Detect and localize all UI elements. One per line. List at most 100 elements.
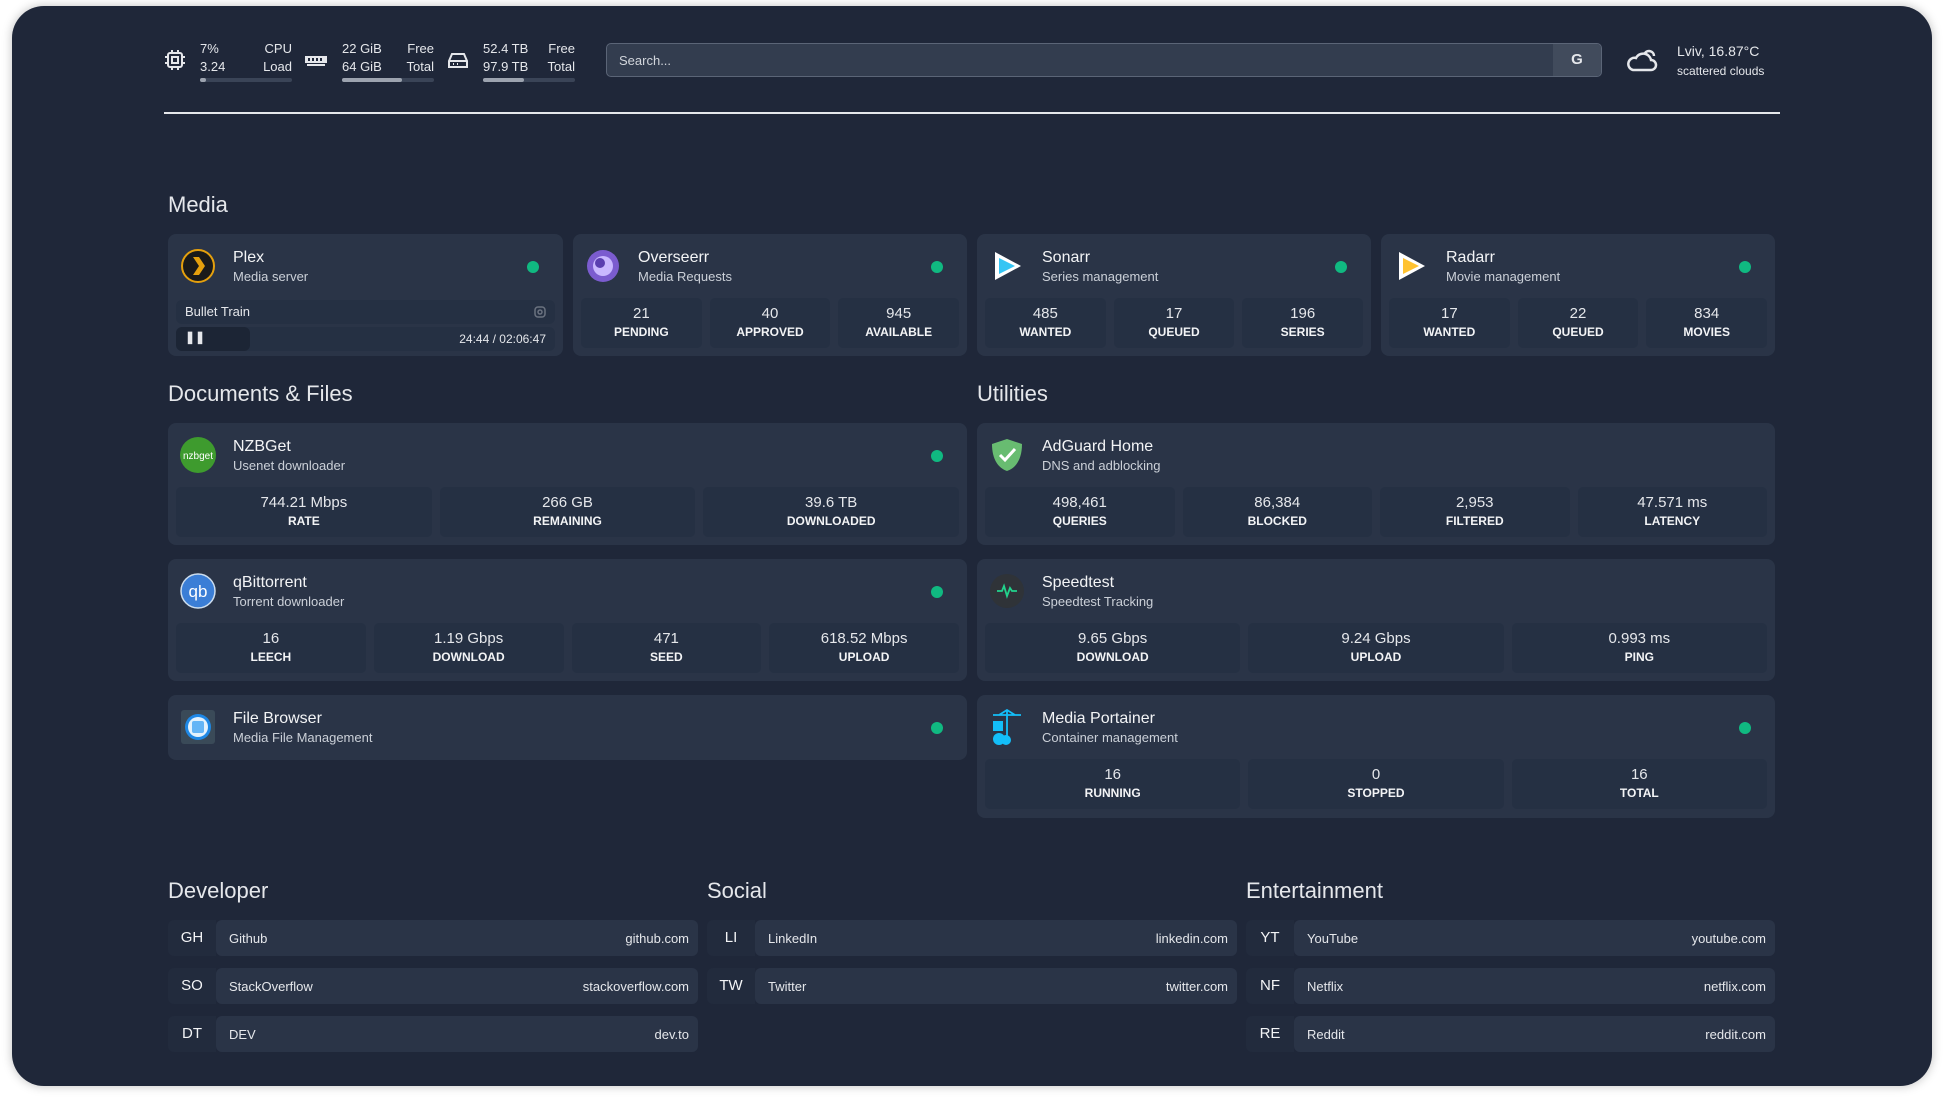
service-card-qbittorrent[interactable]: qb qBittorrent Torrent downloader 16 LEEC…: [168, 559, 967, 681]
disk-stat: 52.4 TB 97.9 TB Free Total: [483, 40, 575, 84]
stat-value: 16: [1630, 766, 1648, 783]
search-engine-button[interactable]: G: [1553, 44, 1601, 76]
bookmark-reddit[interactable]: RE Reddit reddit.com: [1246, 1016, 1775, 1052]
stat-box-seed: 471 SEED: [571, 623, 762, 673]
status-dot: [1739, 261, 1751, 273]
memory-free: 22 GiB: [342, 41, 382, 56]
stat-box-queued: 17 QUEUED: [1113, 298, 1235, 348]
service-subtitle: Usenet downloader: [233, 458, 346, 473]
service-title: Sonarr: [1042, 249, 1091, 266]
bookmark-name[interactable]: YouTube: [1307, 930, 1359, 946]
weather-location: Lviv, 16.87°C: [1677, 43, 1760, 59]
overseerr-icon: [587, 250, 619, 282]
service-card-overseerr[interactable]: Overseerr Media Requests 21 PENDING 40 APPR…: [573, 234, 967, 356]
bookmark-abbr: DT: [168, 1016, 216, 1052]
stat-box-approved: 40 APPROVED: [709, 298, 831, 348]
stat-box-download: 9.65 Gbps DOWNLOAD: [985, 623, 1241, 673]
stat-label: WANTED: [1423, 325, 1476, 339]
service-subtitle: Movie management: [1446, 269, 1561, 284]
weather-condition: scattered clouds: [1677, 64, 1765, 78]
service-stats: 16 LEECH 1.19 Gbps DOWNLOAD 471 SEED 618.52 Mb…: [176, 623, 959, 673]
playback-bar[interactable]: ❚❚ 24:44 / 02:06:47: [176, 327, 555, 351]
stat-value: 471: [653, 630, 679, 647]
stat-label: QUEUED: [1148, 325, 1200, 339]
bookmark-url[interactable]: github.com: [625, 930, 689, 946]
dashboard-window: [12, 6, 1932, 1086]
service-title: Speedtest: [1042, 574, 1115, 591]
service-subtitle: Torrent downloader: [233, 594, 345, 609]
bookmark-name[interactable]: Netflix: [1307, 978, 1344, 994]
bookmark-url[interactable]: stackoverflow.com: [582, 978, 689, 994]
bookmark-github[interactable]: GH Github github.com: [168, 920, 698, 956]
bookmark-linkedin[interactable]: LI LinkedIn linkedin.com: [707, 920, 1237, 956]
stat-box-available: 945 AVAILABLE: [838, 298, 960, 348]
stat-box-queries: 498,461 QUERIES: [985, 487, 1175, 537]
bookmark-name[interactable]: Twitter: [768, 978, 807, 994]
search-input[interactable]: [607, 44, 1547, 76]
stat-box-downloaded: 39.6 TB DOWNLOADED: [703, 487, 960, 537]
service-stats: 21 PENDING 40 APPROVED 945 AVAILABLE: [581, 298, 960, 348]
bookmark-name[interactable]: StackOverflow: [229, 978, 313, 994]
section-title-entertainment: Entertainment: [1246, 878, 1383, 903]
bookmark-name[interactable]: DEV: [229, 1026, 256, 1042]
stat-value: 21: [632, 305, 650, 322]
service-card-speedtest[interactable]: Speedtest Speedtest Tracking 9.65 Gbps DO…: [977, 559, 1775, 681]
service-card-plex[interactable]: Plex Media server Bullet Train ❚❚ 24:44 …: [168, 234, 563, 356]
service-subtitle: Media File Management: [233, 730, 373, 745]
section-title-media: Media: [168, 192, 228, 217]
bookmark-url[interactable]: youtube.com: [1691, 930, 1766, 946]
bookmark-url[interactable]: dev.to: [654, 1026, 689, 1042]
service-title: NZBGet: [233, 438, 291, 455]
stat-value: 22: [1569, 305, 1587, 322]
stat-label: TOTAL: [1619, 786, 1659, 800]
bookmark-abbr: GH: [168, 920, 216, 956]
bookmark-name[interactable]: Reddit: [1307, 1026, 1345, 1042]
bookmark-url[interactable]: netflix.com: [1703, 978, 1766, 994]
bookmark-name[interactable]: Github: [229, 930, 268, 946]
stat-label: RUNNING: [1084, 786, 1141, 800]
service-card-media-portainer[interactable]: Media Portainer Container management 16 R…: [977, 695, 1775, 818]
cloud-icon: [1627, 49, 1658, 72]
stat-value: 39.6 TB: [805, 494, 858, 511]
qbittorrent-icon: qb: [180, 573, 216, 609]
service-card-radarr[interactable]: Radarr Movie management 17 WANTED 22 QUEUED…: [1381, 234, 1775, 356]
bookmark-youtube[interactable]: YT YouTube youtube.com: [1246, 920, 1775, 956]
plex-icon: [181, 249, 215, 283]
bookmark-url[interactable]: reddit.com: [1705, 1026, 1766, 1042]
stat-label: APPROVED: [736, 325, 804, 339]
bookmark-stackoverflow[interactable]: SO StackOverflow stackoverflow.com: [168, 968, 698, 1004]
service-card-file-browser[interactable]: File Browser Media File Management: [168, 695, 967, 760]
stat-box-stopped: 0 STOPPED: [1248, 759, 1504, 809]
stat-box-running: 16 RUNNING: [985, 759, 1241, 809]
bookmark-twitter[interactable]: TW Twitter twitter.com: [707, 968, 1237, 1004]
service-card-adguard-home[interactable]: AdGuard Home DNS and adblocking 498,461 Q…: [977, 423, 1775, 545]
service-subtitle: Container management: [1042, 730, 1178, 745]
bookmark-dev[interactable]: DT DEV dev.to: [168, 1016, 698, 1052]
pause-icon[interactable]: ❚❚: [185, 330, 206, 344]
service-stats: 744.21 Mbps RATE 266 GB REMAINING 39.6 TB DOW…: [176, 487, 960, 537]
bookmark-url[interactable]: twitter.com: [1165, 978, 1228, 994]
stat-value: 47.571 ms: [1637, 494, 1708, 511]
stat-label: LEECH: [250, 650, 292, 664]
stat-value: 485: [1032, 305, 1058, 322]
stat-label: AVAILABLE: [865, 325, 933, 339]
bookmark-url[interactable]: linkedin.com: [1155, 930, 1228, 946]
stat-box-ping: 0.993 ms PING: [1511, 623, 1767, 673]
service-card-nzbget[interactable]: nzbget NZBGet Usenet downloader 744.21 M…: [168, 423, 967, 545]
radarr-icon: [1399, 252, 1425, 280]
service-title: Radarr: [1446, 249, 1495, 266]
bookmark-abbr: TW: [707, 968, 755, 1004]
bookmark-netflix[interactable]: NF Netflix netflix.com: [1246, 968, 1775, 1004]
stat-box-queued: 22 QUEUED: [1517, 298, 1639, 348]
stat-label: RATE: [287, 514, 320, 528]
disk-bar-fill: [483, 78, 525, 82]
stat-box-filtered: 2,953 FILTERED: [1380, 487, 1570, 537]
gear-icon[interactable]: [533, 305, 547, 319]
stat-box-movies: 834 MOVIES: [1646, 298, 1768, 348]
service-card-sonarr[interactable]: Sonarr Series management 485 WANTED 17 QUEU…: [977, 234, 1371, 356]
stat-box-download: 1.19 Gbps DOWNLOAD: [373, 623, 564, 673]
svg-text:nzbget: nzbget: [183, 451, 213, 462]
bookmark-name[interactable]: LinkedIn: [768, 930, 818, 946]
stat-box-blocked: 86,384 BLOCKED: [1182, 487, 1372, 537]
service-subtitle: Series management: [1042, 269, 1159, 284]
